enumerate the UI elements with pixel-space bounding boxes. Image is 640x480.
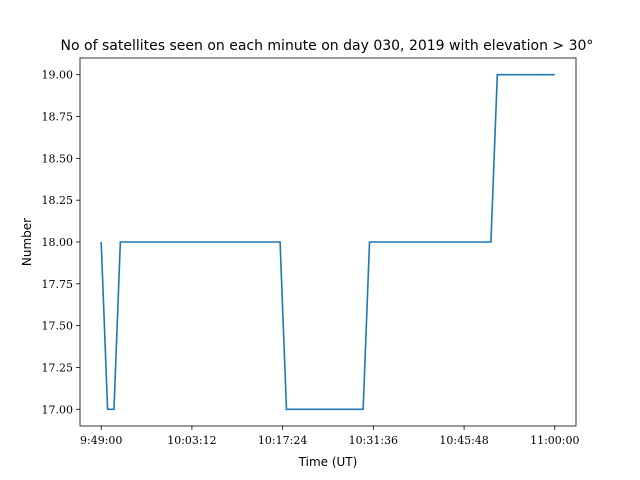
x-tick-label: 10:17:24 bbox=[258, 434, 307, 447]
y-axis: 17.00 17.25 17.50 17.75 18.00 18.25 18.50 18.75… bbox=[42, 69, 80, 416]
data-point bbox=[362, 408, 364, 410]
data-point bbox=[369, 241, 371, 243]
data-point bbox=[107, 408, 109, 410]
data-point bbox=[490, 241, 492, 243]
data-point bbox=[285, 408, 287, 410]
x-axis: 9:49:00 10:03:12 10:17:24 10:31:36 10:45:48 1… bbox=[80, 426, 580, 447]
data-point bbox=[100, 241, 102, 243]
series-line-satellite-count bbox=[100, 73, 555, 411]
x-tick-label: 10:31:36 bbox=[349, 434, 398, 447]
x-tick-label: 10:45:48 bbox=[439, 434, 488, 447]
data-point bbox=[113, 408, 115, 410]
y-tick-label: 17.25 bbox=[42, 361, 74, 374]
y-tick-label: 18.00 bbox=[42, 236, 74, 249]
data-point bbox=[279, 241, 281, 243]
y-tick-label: 18.75 bbox=[42, 111, 74, 124]
x-axis-label: Time (UT) bbox=[298, 455, 358, 469]
y-tick-label: 17.50 bbox=[42, 320, 74, 333]
x-tick-label: 11:00:00 bbox=[530, 434, 579, 447]
y-axis-label: Number bbox=[20, 218, 34, 266]
y-tick-label: 19.00 bbox=[42, 69, 74, 82]
x-tick-label: 10:03:12 bbox=[167, 434, 216, 447]
data-point bbox=[119, 241, 121, 243]
data-point bbox=[554, 74, 556, 76]
data-point bbox=[496, 74, 498, 76]
y-tick-label: 18.50 bbox=[42, 152, 74, 165]
x-tick-label: 9:49:00 bbox=[80, 434, 122, 447]
y-tick-label: 17.75 bbox=[42, 278, 74, 291]
y-tick-label: 17.00 bbox=[42, 403, 74, 416]
chart-title: No of satellites seen on each minute on … bbox=[61, 38, 594, 54]
y-tick-label: 18.25 bbox=[42, 194, 74, 207]
